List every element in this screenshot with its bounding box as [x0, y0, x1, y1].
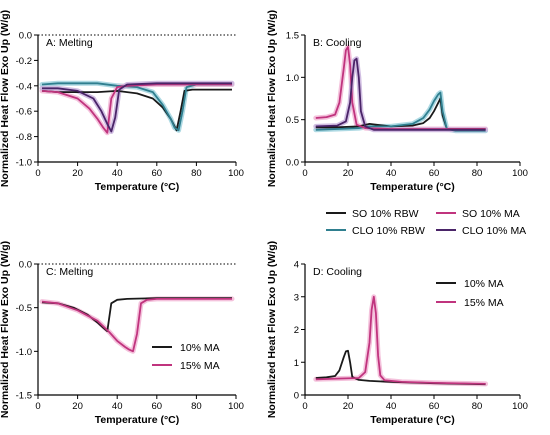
- legend-label: SO 10% MA: [462, 208, 520, 220]
- y-tick-label: 0.0: [19, 31, 32, 42]
- legend-label: 15% MA: [180, 360, 220, 372]
- x-tick-label: 80: [191, 401, 202, 412]
- y-tick-label: -0.8: [16, 132, 32, 143]
- y-tick-label: -0.5: [16, 303, 32, 314]
- series-line-0: [315, 349, 486, 386]
- panel-label: A: Melting: [46, 37, 93, 49]
- series-line-3: [42, 82, 232, 133]
- x-tick-label: 0: [302, 168, 307, 179]
- y-tick-label: 2: [294, 325, 299, 336]
- y-tick-label: -1.0: [16, 158, 32, 169]
- x-tick-label: 20: [72, 168, 83, 179]
- x-tick-label: 100: [228, 168, 244, 179]
- y-tick-label: 1: [294, 358, 299, 369]
- y-tick-label: -0.2: [16, 56, 32, 67]
- series-line-1: [41, 82, 232, 132]
- legend-panel-b: SO 10% RBW CLO 10% RBW SO 10% MA CLO 10% MA: [326, 208, 526, 237]
- x-tick-label: 80: [472, 168, 483, 179]
- y-tick-label: 3: [294, 292, 299, 303]
- y-tick-label: 0: [294, 391, 299, 402]
- x-tick-label: 100: [512, 168, 528, 179]
- y-axis-title: Normalized Heat Flow Exo Up (W/g): [0, 10, 11, 187]
- legend-label: 15% MA: [464, 297, 504, 309]
- panel-label: C: Melting: [46, 266, 93, 278]
- x-tick-label: 60: [152, 401, 163, 412]
- y-tick-label: 0.5: [286, 115, 299, 126]
- x-tick-label: 100: [228, 401, 244, 412]
- panel-a-melting: 0 20 40 60 80 100 -1.0 -0.8 -0.6 -0.4 -0.2 0.0 Tempe…: [0, 10, 244, 193]
- x-axis-title: Temperature (°C): [95, 414, 180, 426]
- x-axis-title: Temperature (°C): [370, 181, 455, 193]
- panel-b-cooling: 0 20 40 60 80 100 0.0 0.5 1.0 1.5 Temperature (°C)…: [266, 10, 528, 193]
- y-axis-title: Normalized Heat Flow Exo Up (W/g): [266, 241, 278, 418]
- y-tick-label: 1.0: [286, 73, 299, 84]
- x-tick-label: 60: [429, 401, 440, 412]
- legend-label: CLO 10% RBW: [352, 225, 425, 237]
- y-tick-label: 0.0: [286, 158, 299, 169]
- legend-label: 10% MA: [464, 278, 504, 290]
- panel-label: B: Cooling: [313, 37, 362, 49]
- y-tick-label: -0.4: [16, 81, 32, 92]
- x-tick-label: 80: [472, 401, 483, 412]
- y-axis-title: Normalized Heat Flow Exo Up (W/g): [0, 241, 11, 418]
- x-tick-label: 60: [429, 168, 440, 179]
- legend-label: 10% MA: [180, 342, 220, 354]
- x-tick-label: 20: [343, 401, 354, 412]
- x-tick-label: 40: [112, 401, 123, 412]
- x-axis-title: Temperature (°C): [370, 414, 455, 426]
- x-tick-label: 80: [191, 168, 202, 179]
- legend-label: CLO 10% MA: [462, 225, 526, 237]
- x-tick-label: 40: [112, 168, 123, 179]
- x-tick-label: 100: [512, 401, 528, 412]
- x-tick-label: 60: [152, 168, 163, 179]
- panel-c-melting: 0 20 40 60 80 100 -1.5 -1.0 -0.5 0.0 Temperature (…: [0, 241, 244, 426]
- x-tick-label: 0: [35, 168, 40, 179]
- y-tick-label: -1.0: [16, 347, 32, 358]
- y-tick-label: 4: [294, 260, 299, 271]
- y-tick-label: -1.5: [16, 391, 32, 402]
- y-tick-label: -0.6: [16, 107, 32, 118]
- series-line-1: [315, 295, 486, 385]
- x-tick-label: 0: [35, 401, 40, 412]
- series-band-1: [313, 294, 489, 387]
- legend-label: SO 10% RBW: [352, 208, 419, 220]
- panel-d-cooling: 0 20 40 60 80 100 0 1 2 3 4 Temperature (°C) Normali…: [266, 241, 528, 426]
- x-tick-label: 40: [386, 168, 397, 179]
- panel-label: D: Cooling: [313, 266, 362, 278]
- x-tick-label: 0: [302, 401, 307, 412]
- series-line-3: [315, 57, 486, 131]
- x-tick-label: 40: [386, 401, 397, 412]
- x-axis-title: Temperature (°C): [95, 181, 180, 193]
- y-tick-label: 1.5: [286, 31, 299, 42]
- series-line-1: [41, 297, 232, 353]
- series-line-2: [41, 83, 232, 134]
- series-line-2: [315, 46, 486, 130]
- x-tick-label: 20: [72, 401, 83, 412]
- y-tick-label: 0.0: [19, 260, 32, 271]
- x-tick-label: 20: [343, 168, 354, 179]
- y-axis-title: Normalized Heat Flow Exo Up (W/g): [266, 10, 278, 187]
